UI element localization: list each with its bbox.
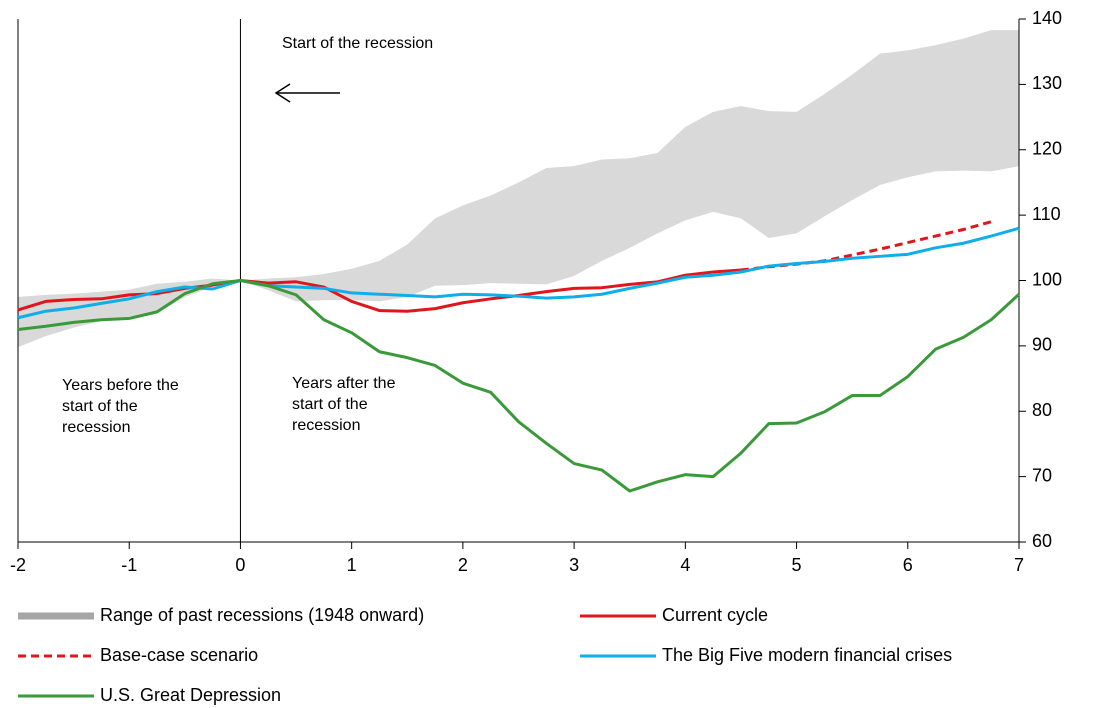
y-tick-label: 70 — [1032, 465, 1052, 485]
y-tick-label: 110 — [1032, 204, 1061, 224]
annotation: recession — [292, 417, 360, 434]
series-line — [17, 279, 1021, 493]
annotation: start of the — [62, 398, 138, 415]
x-tick-label: -2 — [10, 555, 26, 575]
y-tick-label: 80 — [1032, 400, 1052, 420]
x-tick-label: 0 — [235, 555, 245, 575]
x-tick-label: 1 — [347, 555, 357, 575]
x-tick-label: 5 — [792, 555, 802, 575]
legend-label: The Big Five modern financial crises — [662, 645, 952, 665]
y-tick-label: 100 — [1032, 269, 1062, 289]
arrow-head — [274, 83, 291, 103]
x-tick-label: -1 — [121, 555, 137, 575]
y-tick-label: 120 — [1032, 139, 1062, 159]
legend-label: U.S. Great Depression — [100, 685, 281, 705]
annotation: Start of the recession — [282, 35, 433, 52]
legend-label: Current cycle — [662, 605, 768, 625]
range-band — [18, 30, 1019, 348]
annotation: start of the — [292, 396, 368, 413]
legend-label: Base-case scenario — [100, 645, 258, 665]
y-tick-label: 140 — [1032, 8, 1062, 28]
x-tick-label: 2 — [458, 555, 468, 575]
x-tick-label: 6 — [903, 555, 913, 575]
series-line — [17, 268, 742, 313]
legend-label: Range of past recessions (1948 onward) — [100, 605, 424, 625]
series-line — [17, 226, 1020, 320]
y-tick-label: 130 — [1032, 73, 1062, 93]
annotation: recession — [62, 419, 130, 436]
y-tick-label: 90 — [1032, 335, 1052, 355]
annotation: Years after the — [292, 375, 396, 392]
x-tick-label: 3 — [569, 555, 579, 575]
annotation: Years before the — [62, 377, 179, 394]
x-tick-label: 4 — [680, 555, 690, 575]
x-tick-label: 7 — [1014, 555, 1024, 575]
y-tick-label: 60 — [1032, 531, 1052, 551]
